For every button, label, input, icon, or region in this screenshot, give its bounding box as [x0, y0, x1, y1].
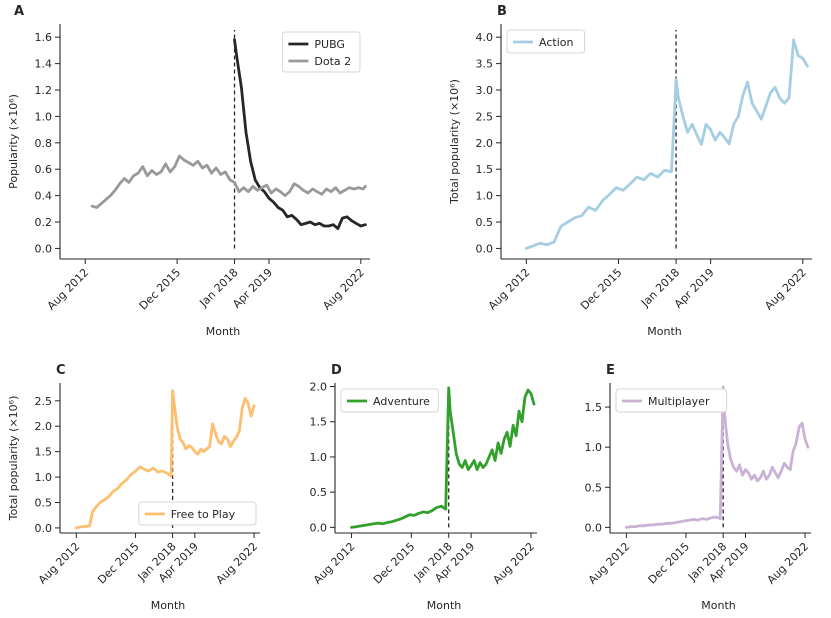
panel-a: A 0.0 0.2 0.4 0.6 0.8 1.0 1.2 1.4 1.6 Aug 2012 Dec …	[7, 4, 370, 338]
series-line-action	[524, 38, 809, 250]
legend-box	[506, 29, 586, 54]
x-tick-label: Dec 2015	[371, 540, 418, 587]
x-tick-label: Dec 2015	[646, 540, 693, 587]
x-axis-label: Month	[151, 599, 186, 612]
legend-label: PUBG	[314, 38, 345, 51]
panel-b: B 0.0 0.5 1.0 1.5 2.0 2.5 3.0 3.5 4.0 Aug 2012 Dec …	[448, 4, 812, 338]
y-tick-label: 0.0	[35, 242, 53, 255]
series-line-dota-2	[90, 154, 367, 209]
y-tick-label: 1.0	[35, 471, 53, 484]
panel-letter: B	[497, 4, 507, 19]
y-tick-label: 1.5	[35, 446, 53, 459]
y-tick-label: 1.0	[310, 451, 328, 464]
y-tick-label: 2.0	[476, 137, 494, 150]
y-tick-label: 0.0	[310, 521, 328, 534]
x-tick-label: Aug 2012	[311, 540, 358, 587]
y-tick-label: 0.8	[35, 137, 53, 150]
panel-letter: E	[606, 363, 615, 378]
legend: Action	[506, 29, 586, 54]
y-tick-label: 3.0	[476, 84, 494, 97]
x-tick-label: Aug 2022	[490, 540, 537, 587]
x-tick-label: Aug 2012	[36, 540, 83, 587]
series-line-multiplayer	[625, 385, 810, 529]
y-axis-label: Total popularity (×10⁶)	[7, 396, 20, 522]
x-axis-label: Month	[647, 325, 682, 338]
x-axis-label: Month	[701, 599, 736, 612]
legend-label: Action	[539, 36, 573, 49]
y-tick-label: 0.2	[35, 216, 53, 229]
x-tick-label: Aug 2022	[214, 540, 261, 587]
y-tick-label: 3.5	[476, 58, 494, 71]
x-tick-label: Aug 2022	[765, 540, 812, 587]
y-tick-label: 0.0	[476, 242, 494, 255]
y-tick-label: 2.5	[476, 110, 494, 123]
legend-label: Multiplayer	[648, 395, 710, 408]
y-tick-label: 0.5	[35, 496, 53, 509]
y-tick-label: 2.5	[35, 395, 53, 408]
y-tick-label: 1.0	[585, 441, 603, 454]
y-tick-label: 0.4	[35, 190, 53, 203]
legend-label: Adventure	[373, 395, 430, 408]
y-axis-label: Popularity (×10⁶)	[7, 94, 20, 189]
y-tick-label: 2.0	[310, 381, 328, 394]
y-tick-label: 1.5	[476, 163, 494, 176]
x-axis-label: Month	[427, 599, 462, 612]
legend: Adventure	[340, 388, 439, 413]
y-tick-label: 1.0	[476, 190, 494, 203]
y-tick-label: 0.0	[35, 522, 53, 535]
legend-box	[138, 501, 257, 526]
legend-label: Free to Play	[171, 508, 236, 521]
x-tick-label: Aug 2022	[320, 266, 367, 313]
y-tick-label: 0.5	[476, 216, 494, 229]
panel-letter: A	[14, 4, 24, 19]
x-tick-label: Dec 2015	[95, 540, 142, 587]
y-tick-label: 1.0	[35, 110, 53, 123]
y-tick-label: 1.4	[35, 58, 53, 71]
legend: Multiplayer	[615, 388, 728, 413]
panel-letter: D	[331, 363, 342, 378]
series-line-free-to-play	[74, 389, 256, 530]
y-tick-label: 0.5	[585, 481, 603, 494]
y-tick-label: 0.5	[310, 486, 328, 499]
x-tick-label: Aug 2022	[762, 266, 809, 313]
series-line-adventure	[350, 386, 536, 529]
y-tick-label: 1.6	[35, 31, 53, 44]
x-tick-label: Dec 2015	[137, 266, 184, 313]
panel-letter: C	[56, 363, 66, 378]
x-tick-label: Aug 2012	[486, 266, 533, 313]
y-tick-label: 1.5	[585, 401, 603, 414]
legend-box	[615, 388, 728, 413]
legend-box	[340, 388, 439, 413]
y-tick-label: 0.0	[585, 521, 603, 534]
y-tick-label: 2.0	[35, 420, 53, 433]
x-axis-label: Month	[206, 325, 241, 338]
legend-label: Dota 2	[314, 55, 351, 68]
x-tick-label: Aug 2012	[586, 540, 633, 587]
series-line-pubg	[233, 38, 367, 231]
x-tick-label: Dec 2015	[578, 266, 625, 313]
x-tick-label: Aug 2012	[45, 266, 92, 313]
y-tick-label: 0.6	[35, 163, 53, 176]
legend: PUBG Dota 2	[281, 31, 361, 73]
y-tick-label: 4.0	[476, 31, 494, 44]
y-tick-label: 1.5	[310, 416, 328, 429]
y-axis-label: Total popularity (×10⁶)	[448, 79, 461, 205]
y-tick-label: 1.2	[35, 84, 53, 97]
legend: Free to Play	[138, 501, 257, 526]
